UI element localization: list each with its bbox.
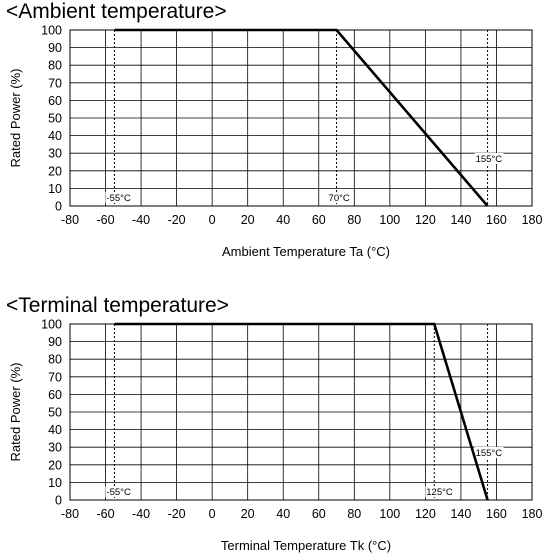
y-tick-label: 100 — [41, 318, 62, 332]
reference-label-bg — [474, 447, 504, 458]
x-tick-label: -40 — [132, 213, 150, 227]
y-tick-label: 80 — [48, 353, 62, 367]
y-tick-label: 80 — [48, 59, 62, 73]
ambient-derating-chart: -80 -60 -40 -20 0 20 40 60 80 100 120 140 160 180 0 10 2… — [8, 24, 543, 260]
x-tick-label: 80 — [347, 213, 361, 227]
y-tick-label: 20 — [48, 458, 62, 472]
x-tick-label: -80 — [61, 213, 79, 227]
ambient-chart-title: <Ambient temperature> — [6, 0, 227, 23]
x-tick-label: -20 — [168, 507, 186, 521]
x-tick-label: -60 — [96, 507, 114, 521]
reference-line-label: 125°C — [426, 487, 453, 498]
x-tick-label: 140 — [450, 507, 471, 521]
x-axis-title: Ambient Temperature Ta (°C) — [222, 244, 390, 259]
y-tick-label: 30 — [48, 441, 62, 455]
y-tick-label: 50 — [48, 406, 62, 420]
y-tick-label: 90 — [48, 41, 62, 55]
x-tick-label: 60 — [312, 213, 326, 227]
x-tick-label: 40 — [276, 507, 290, 521]
x-tick-label: 60 — [312, 507, 326, 521]
y-tick-label: 70 — [48, 76, 62, 90]
x-tick-label: 40 — [276, 213, 290, 227]
x-tick-label: 160 — [486, 213, 507, 227]
x-tick-label: 0 — [209, 507, 216, 521]
x-tick-label: -60 — [96, 213, 114, 227]
reference-line-label: 155°C — [476, 154, 503, 165]
y-axis-title: Rated Power (%) — [8, 363, 23, 462]
terminal-derating-chart: -80 -60 -40 -20 0 20 40 60 80 100 120 140 160 180 0 10 2… — [8, 318, 543, 554]
x-tick-label: 80 — [347, 507, 361, 521]
reference-line-label: 155°C — [476, 448, 503, 459]
x-tick-label: 180 — [522, 507, 543, 521]
x-tick-label: 120 — [415, 507, 436, 521]
x-axis-title: Terminal Temperature Tk (°C) — [221, 538, 391, 553]
y-tick-label: 0 — [55, 494, 62, 508]
y-tick-label: 40 — [48, 129, 62, 143]
y-tick-label: 100 — [41, 24, 62, 38]
x-tick-label: 0 — [209, 213, 216, 227]
y-tick-label: 20 — [48, 164, 62, 178]
x-tick-label: 20 — [241, 213, 255, 227]
reference-label-bg — [425, 486, 455, 497]
y-tick-label: 0 — [55, 200, 62, 214]
y-tick-label: 10 — [48, 182, 62, 196]
reference-label-bg — [105, 192, 135, 203]
x-tick-label: -20 — [168, 213, 186, 227]
y-tick-label: 60 — [48, 388, 62, 402]
x-tick-label: -40 — [132, 507, 150, 521]
y-tick-label: 30 — [48, 147, 62, 161]
x-tick-label: 140 — [450, 213, 471, 227]
y-tick-label: 60 — [48, 94, 62, 108]
x-tick-label: 160 — [486, 507, 507, 521]
x-tick-label: 180 — [522, 213, 543, 227]
y-tick-label: 50 — [48, 112, 62, 126]
terminal-chart-title: <Terminal temperature> — [6, 294, 229, 317]
y-tick-label: 40 — [48, 423, 62, 437]
reference-line-label: -55°C — [106, 193, 131, 204]
reference-label-bg — [474, 153, 504, 164]
y-tick-label: 10 — [48, 476, 62, 490]
y-axis-title: Rated Power (%) — [8, 69, 23, 168]
reference-label-bg — [105, 486, 135, 497]
x-tick-label: 100 — [379, 213, 400, 227]
x-tick-label: -80 — [61, 507, 79, 521]
y-tick-label: 90 — [48, 335, 62, 349]
reference-line-label: -55°C — [106, 487, 131, 498]
x-tick-label: 20 — [241, 507, 255, 521]
reference-line-label: 70°C — [329, 193, 350, 204]
y-tick-label: 70 — [48, 370, 62, 384]
x-tick-label: 120 — [415, 213, 436, 227]
x-tick-label: 100 — [379, 507, 400, 521]
reference-label-bg — [327, 192, 352, 203]
